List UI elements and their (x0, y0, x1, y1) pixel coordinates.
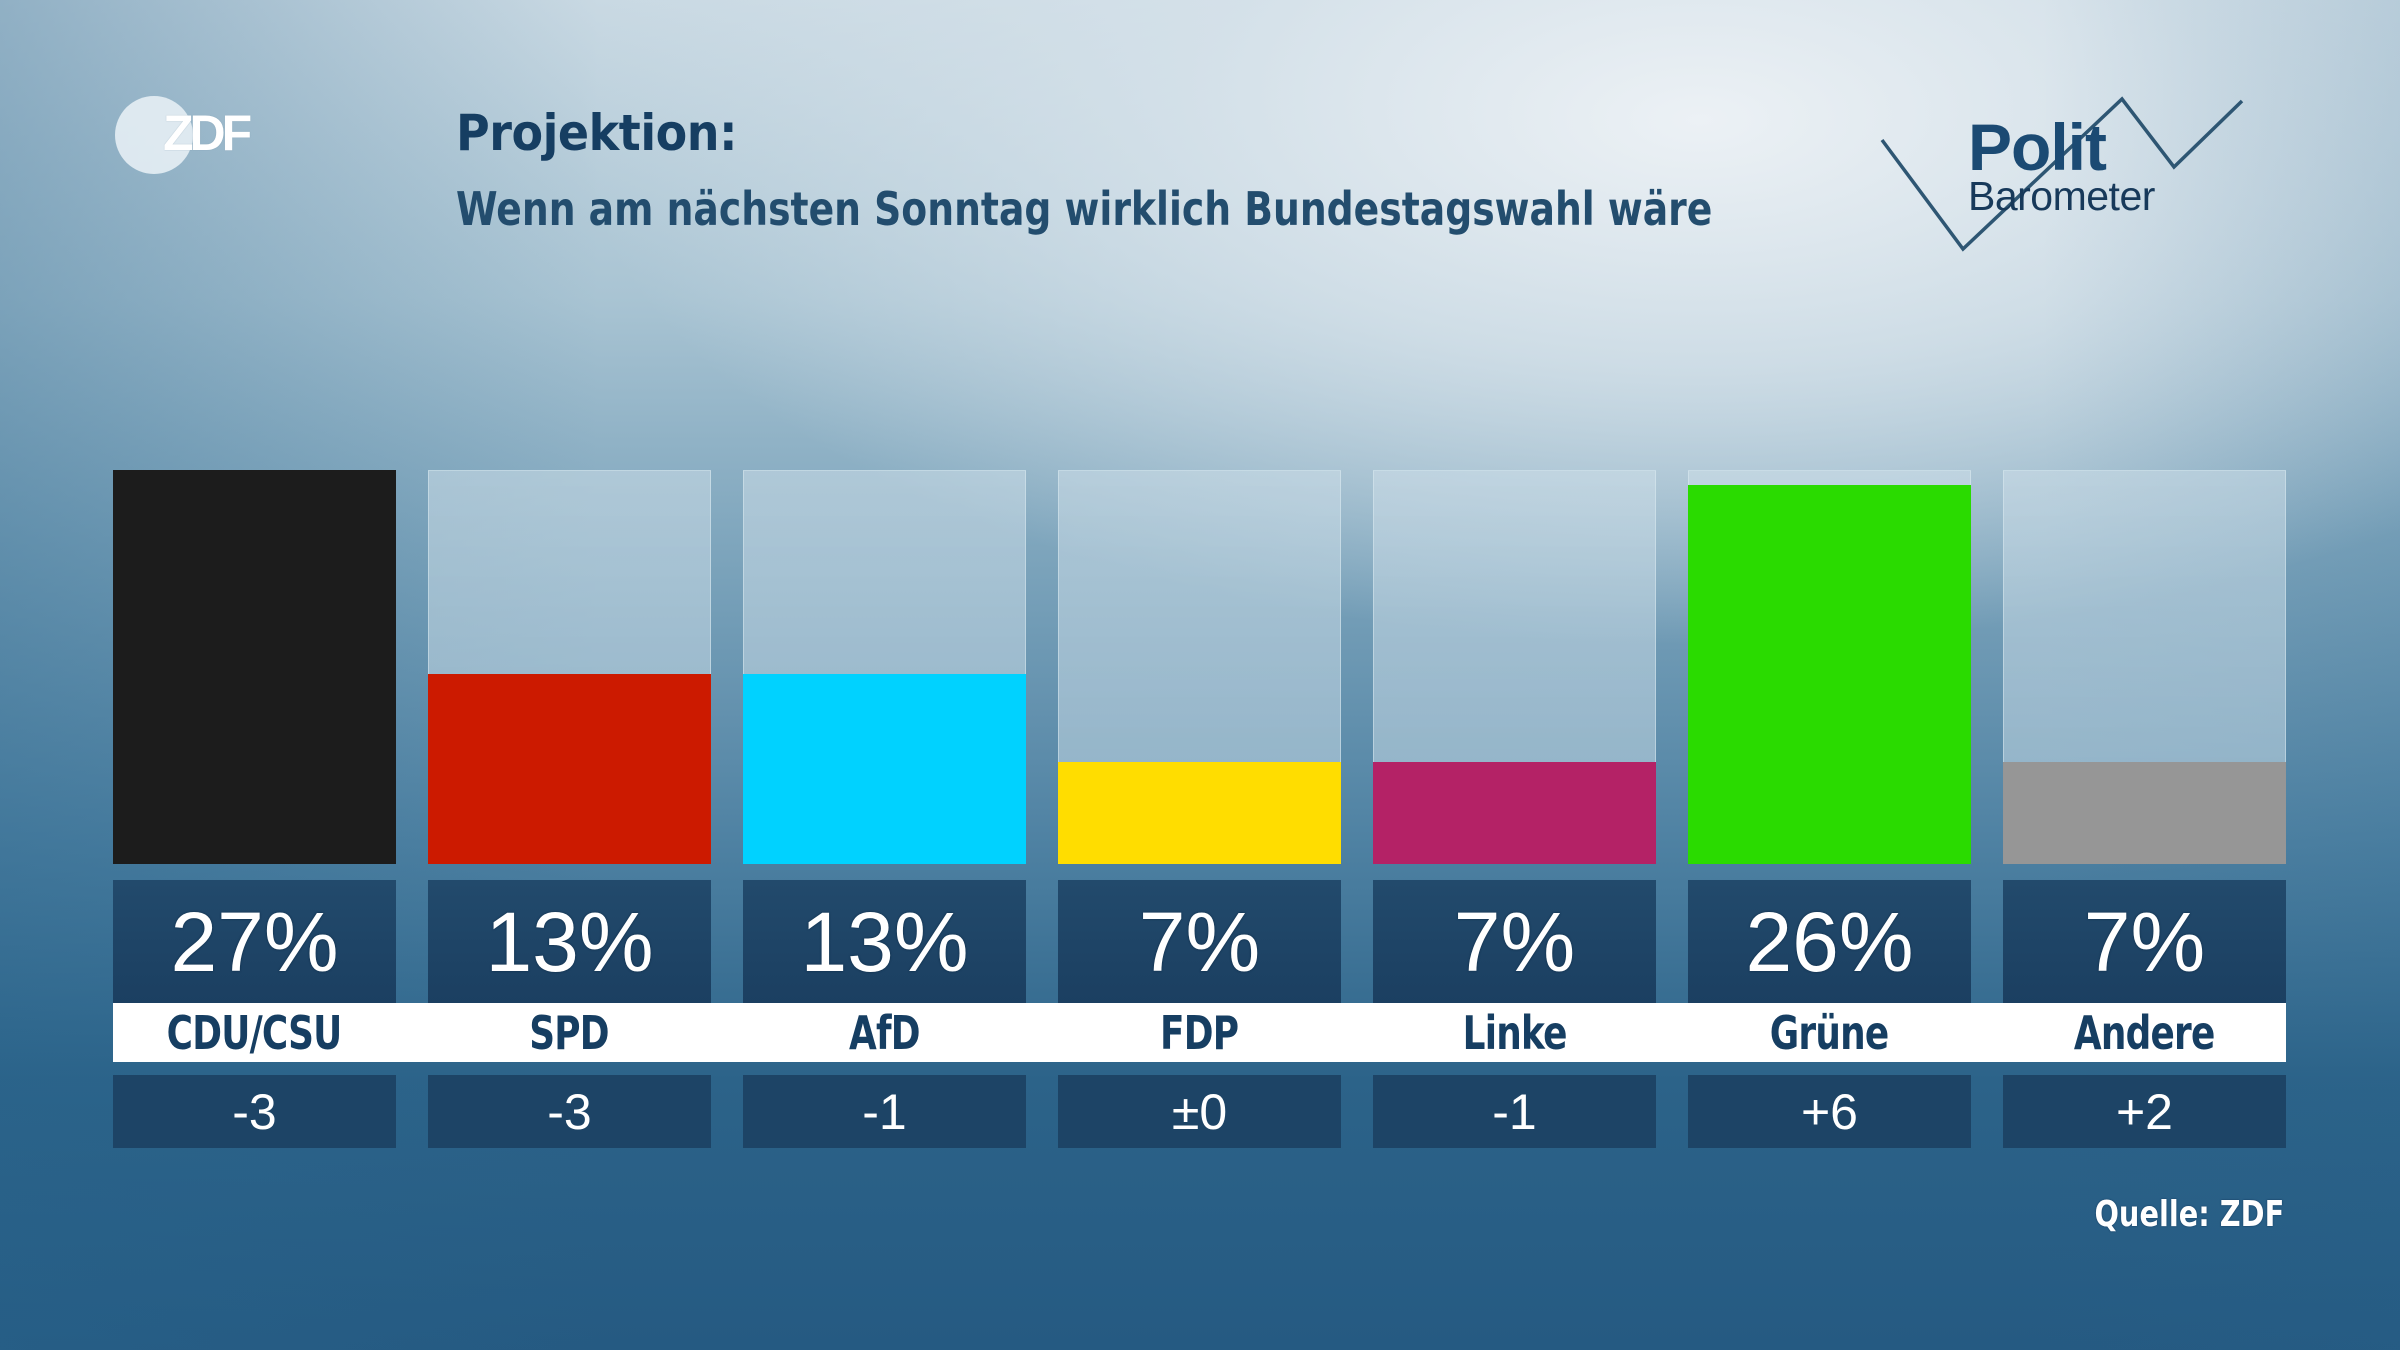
party-label-afd: AfD (849, 1005, 921, 1060)
value-label-gruene: 26% (1688, 880, 1971, 1003)
bar-spd (428, 674, 711, 864)
party-name-band (113, 1003, 2286, 1062)
change-label-fdp: ±0 (1058, 1075, 1341, 1148)
value-label-fdp: 7% (1058, 880, 1341, 1003)
value-label-andere: 7% (2003, 880, 2286, 1003)
bar-andere (2003, 762, 2286, 864)
party-label-spd: SPD (529, 1005, 610, 1060)
politbarometer-zigzag-icon (1880, 96, 2244, 252)
bar-cdu-csu (113, 470, 396, 864)
zdf-logo: ZDF (115, 96, 275, 176)
bar-linke (1373, 762, 1656, 864)
politbarometer-word-barometer: Barometer (1968, 173, 2155, 219)
politbarometer-word-polit: Polit (1968, 110, 2107, 184)
bar-fdp (1058, 762, 1341, 864)
value-label-cdu-csu: 27% (113, 880, 396, 1003)
change-label-linke: -1 (1373, 1075, 1656, 1148)
change-label-gruene: +6 (1688, 1075, 1971, 1148)
party-label-andere: Andere (2074, 1005, 2215, 1060)
party-label-gruene: Grüne (1770, 1005, 1889, 1060)
chart-subtitle: Wenn am nächsten Sonntag wirklich Bundes… (456, 182, 1713, 236)
chart-title: Projektion: (456, 104, 738, 162)
zdf-logo-text: ZDF (163, 105, 252, 161)
party-label-linke: Linke (1462, 1005, 1567, 1060)
bar-afd (743, 674, 1026, 864)
change-label-spd: -3 (428, 1075, 711, 1148)
change-label-cdu-csu: -3 (113, 1075, 396, 1148)
value-label-spd: 13% (428, 880, 711, 1003)
bar-gruene (1688, 485, 1971, 864)
party-label-fdp: FDP (1160, 1005, 1239, 1060)
politbarometer-logo: Polit Barometer (1860, 80, 2260, 270)
source-label: Quelle: ZDF (2094, 1194, 2284, 1235)
party-label-cdu-csu: CDU/CSU (167, 1005, 343, 1060)
value-label-linke: 7% (1373, 880, 1656, 1003)
zdf-logo-circle-icon (115, 96, 193, 174)
change-label-andere: +2 (2003, 1075, 2286, 1148)
value-label-afd: 13% (743, 880, 1026, 1003)
change-label-afd: -1 (743, 1075, 1026, 1148)
